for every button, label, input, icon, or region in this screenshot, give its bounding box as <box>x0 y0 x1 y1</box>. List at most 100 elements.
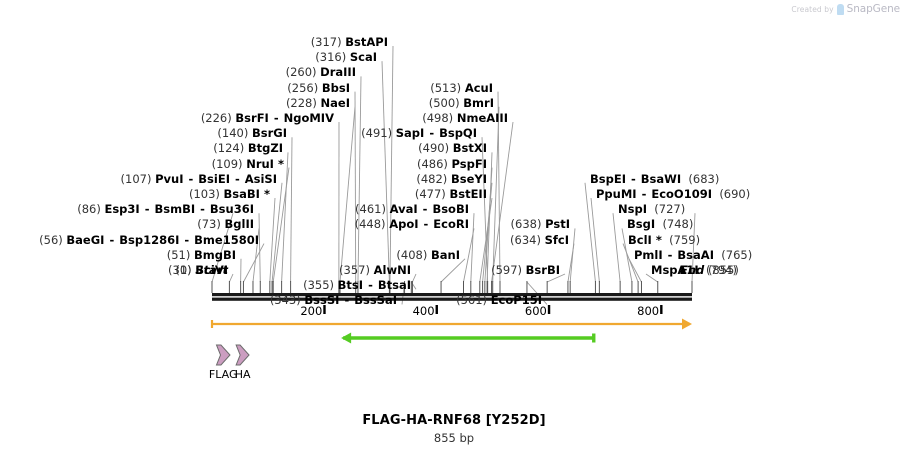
enzyme-name-group: BclI * <box>628 233 662 247</box>
enzyme-label: (124) BtgZI <box>0 142 283 154</box>
enzyme-name-group: BstAPI <box>345 35 388 49</box>
enzyme-label: (56) BaeGI - Bsp1286I - Bme1580I <box>0 234 259 246</box>
enzyme-label: (498) NmeAIII <box>0 112 508 124</box>
enzyme-name-separator: - <box>180 232 194 247</box>
enzyme-name-separator: - <box>105 232 119 247</box>
enzyme-name: BtgZI <box>247 141 283 156</box>
enzyme-label: (634) SfcI <box>0 234 569 246</box>
enzyme-name: BsoBI <box>432 202 469 217</box>
enzyme-name-group: BsrFI - NgoMIV <box>235 111 334 125</box>
enzyme-name: PmlI <box>634 247 663 262</box>
enzyme-position: (228) <box>285 95 317 110</box>
enzyme-name: ApoI <box>389 217 419 232</box>
enzyme-label: NspI (727) <box>618 203 685 215</box>
enzyme-label: (109) NruI * <box>0 158 284 170</box>
enzyme-name: BtsaI <box>377 278 411 293</box>
enzyme-name-group: BaeGI - Bsp1286I - Bme1580I <box>66 233 259 247</box>
enzyme-name-group: BstXI <box>453 141 487 155</box>
enzyme-name: SfcI <box>544 232 569 247</box>
terminal-name: Start <box>195 263 228 277</box>
enzyme-position: (477) <box>414 187 446 201</box>
enzyme-name: AvaI <box>389 202 418 217</box>
enzyme-position: (683) <box>688 171 720 186</box>
enzyme-name-group: ApoI - EcoRI <box>389 217 469 231</box>
enzyme-name-group: BsrGI <box>252 126 287 140</box>
enzyme-name-group: DraIII <box>320 65 356 79</box>
enzyme-name: MspA1I <box>651 263 699 277</box>
ruler-ticks <box>323 305 663 314</box>
enzyme-name-group: BstEII <box>449 187 487 201</box>
enzyme-name-separator: - <box>418 202 432 217</box>
enzyme-position: (748) <box>662 217 694 232</box>
enzyme-name-group: PmlI - BsaAI <box>634 248 714 262</box>
enzyme-position: (357) <box>339 263 370 277</box>
enzyme-name: BsrBI <box>525 263 560 277</box>
enzyme-name-group: BseYI <box>451 172 487 186</box>
enzyme-name-group: NspI <box>618 202 647 216</box>
feature-caption-HA: HA <box>234 368 251 381</box>
enzyme-name-group: EcoP15I <box>491 293 542 307</box>
enzyme-name: PvuI <box>155 171 184 186</box>
enzyme-name: NruI <box>246 156 274 171</box>
enzyme-name: DraIII <box>320 65 356 80</box>
enzyme-label: (73) BglII <box>0 218 254 230</box>
enzyme-position: (73) <box>197 217 221 232</box>
enzyme-name: PspFI <box>451 156 487 171</box>
enzyme-name-separator: - <box>184 171 198 186</box>
enzyme-label: (513) AcuI <box>0 82 493 94</box>
enzyme-label: PpuMI - EcoO109I (690) <box>596 188 750 200</box>
enzyme-name-group: BsaBI * <box>224 187 270 201</box>
sequence-backbone <box>212 293 692 301</box>
enzyme-name: BsrGI <box>252 126 287 141</box>
enzyme-name: BstAPI <box>345 35 388 49</box>
feature-arrowhead-orf-arrow <box>682 318 692 330</box>
enzyme-name: EcoO109I <box>651 187 712 201</box>
enzyme-position: (491) <box>361 126 393 141</box>
enzyme-name: BssSaI <box>354 293 397 308</box>
enzyme-name-group: BtgZI <box>248 141 283 155</box>
page-title: FLAG-HA-RNF68 [Y252D] <box>362 413 546 428</box>
enzyme-name-separator: - <box>626 171 640 186</box>
enzyme-position: (140) <box>217 126 249 141</box>
enzyme-name: BanI <box>431 247 460 262</box>
enzyme-name: EcoRI <box>433 217 469 232</box>
enzyme-name-separator: - <box>140 202 154 217</box>
enzyme-name-group: BbsI <box>322 81 350 95</box>
enzyme-name: BspQI <box>439 126 477 141</box>
enzyme-name: BstXI <box>452 141 487 156</box>
terminal-position: (0) <box>175 263 192 277</box>
enzyme-position: (727) <box>654 202 686 217</box>
enzyme-label: (103) BsaBI * <box>0 188 270 200</box>
enzyme-position: (316) <box>315 50 347 65</box>
enzyme-name: BclI <box>628 232 652 247</box>
enzyme-name: BsrFI <box>235 111 269 125</box>
enzyme-name: PpuMI <box>596 187 637 201</box>
enzyme-name-group: PpuMI - EcoO109I <box>596 187 712 201</box>
ruler-tick-label: 400 <box>412 304 435 318</box>
enzyme-name-group: BciVI <box>195 263 228 277</box>
methylation-asterisk-icon: * <box>259 187 270 201</box>
enzyme-name: BsmBI <box>154 202 196 217</box>
enzyme-name-group: BtsI - BtsaI <box>338 278 411 292</box>
enzyme-name-group: BsgI <box>627 217 655 231</box>
terminal-label: End (855) <box>680 264 739 276</box>
enzyme-name-separator: - <box>364 278 377 293</box>
enzyme-name: AcuI <box>464 80 493 95</box>
enzyme-label: MspA1I (794) <box>651 264 737 276</box>
watermark-brand: SnapGene <box>846 3 900 15</box>
enzyme-label: (490) BstXI <box>0 142 487 154</box>
enzyme-position: (759) <box>669 232 701 247</box>
terminal-name: End <box>680 263 705 277</box>
enzyme-position: (461) <box>355 202 386 217</box>
enzyme-position: (343) <box>269 293 301 308</box>
enzyme-name-group: NmeAIII <box>457 111 508 125</box>
map-title-block: FLAG-HA-RNF68 [Y252D] 855 bp <box>0 413 908 445</box>
enzyme-position: (124) <box>213 141 245 156</box>
enzyme-name: PstI <box>545 217 570 232</box>
enzyme-position: (513) <box>430 80 462 95</box>
enzyme-label: (448) ApoI - EcoRI <box>0 218 469 230</box>
feature-arrow-HA <box>235 344 250 366</box>
methylation-asterisk-icon: * <box>651 232 662 247</box>
enzyme-position: (226) <box>200 111 232 125</box>
